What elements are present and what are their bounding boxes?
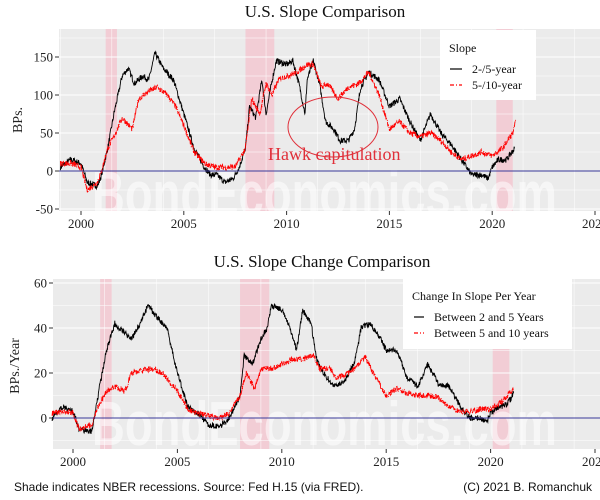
chart-title: U.S. Slope Comparison [245,2,406,21]
y-tick-label: 20 [34,366,47,381]
x-tick-label: 2005 [164,454,190,469]
recession-shades [105,29,513,211]
series-line-black [51,303,515,435]
x-tick-label: 2000 [68,216,94,231]
recession-shade [240,279,270,449]
series-lines [59,50,600,194]
legend-label: 5-/10-year [472,78,522,92]
axis-ticks: 2000 2005 2010 2015 2020 2025 0 20 40 60 [34,276,600,470]
legend-label: Between 5 and 10 years [434,326,549,340]
y-tick-label: 60 [34,276,47,291]
top-panel: BondEconomics.com 2000 2005 2010 2015 2020 20… [11,2,600,231]
recession-shade [245,29,275,211]
x-tick-label: 2020 [478,454,504,469]
x-tick-label: 2015 [376,216,402,231]
series-line-red [51,352,515,432]
y-tick-label: 50 [40,126,53,141]
x-tick-label: 2025 [582,216,600,231]
chart-title: U.S. Slope Change Comparison [214,252,431,271]
x-tick-label: 2010 [269,454,295,469]
x-tick-label: 2010 [274,216,300,231]
y-tick-label: 40 [34,321,47,336]
annotation-text: Hawk capitulation [268,144,400,164]
y-tick-label: 0 [41,411,48,426]
legend: Change In Slope Per Year Between 2 and 5… [403,279,572,349]
watermark: BondEconomics.com [92,390,557,459]
y-tick-label: 150 [34,50,54,65]
x-tick-label: 2005 [171,216,197,231]
legend-label: Between 2 and 5 Years [434,310,544,324]
series-lines [51,303,600,435]
annotation-ellipse [287,96,379,158]
y-axis-label: BPs./Year [8,338,23,394]
y-tick-label: 0 [47,164,54,179]
legend-box [440,30,536,100]
x-tick-label: 2020 [479,216,505,231]
legend-label: 2-/5-year [472,62,516,76]
series-line-black [59,50,515,191]
recession-shade [100,279,112,449]
y-axis-label: BPs. [11,107,26,133]
legend-box [403,279,572,349]
legend-title: Slope [449,41,476,55]
y-tick-label: 100 [34,88,54,103]
footer-copyright: (C) 2021 B. Romanchuk [463,480,593,494]
x-tick-label: 2000 [60,454,86,469]
footer-source: Shade indicates NBER recessions. Source:… [14,480,363,494]
bottom-panel: BondEconomics.com 2000 2005 2010 2015 2020 20… [8,252,600,469]
series-line-red [59,60,517,194]
recession-shade [105,29,117,211]
legend: Slope 2-/5-year 5-/10-year [440,30,536,100]
x-tick-label: 2025 [582,454,600,469]
axis-ticks: 2000 2005 2010 2015 2020 2025 -50 0 50 100 150 [34,50,600,232]
legend-title: Change In Slope Per Year [412,289,536,303]
x-tick-label: 2015 [373,454,399,469]
y-tick-label: -50 [36,202,53,217]
